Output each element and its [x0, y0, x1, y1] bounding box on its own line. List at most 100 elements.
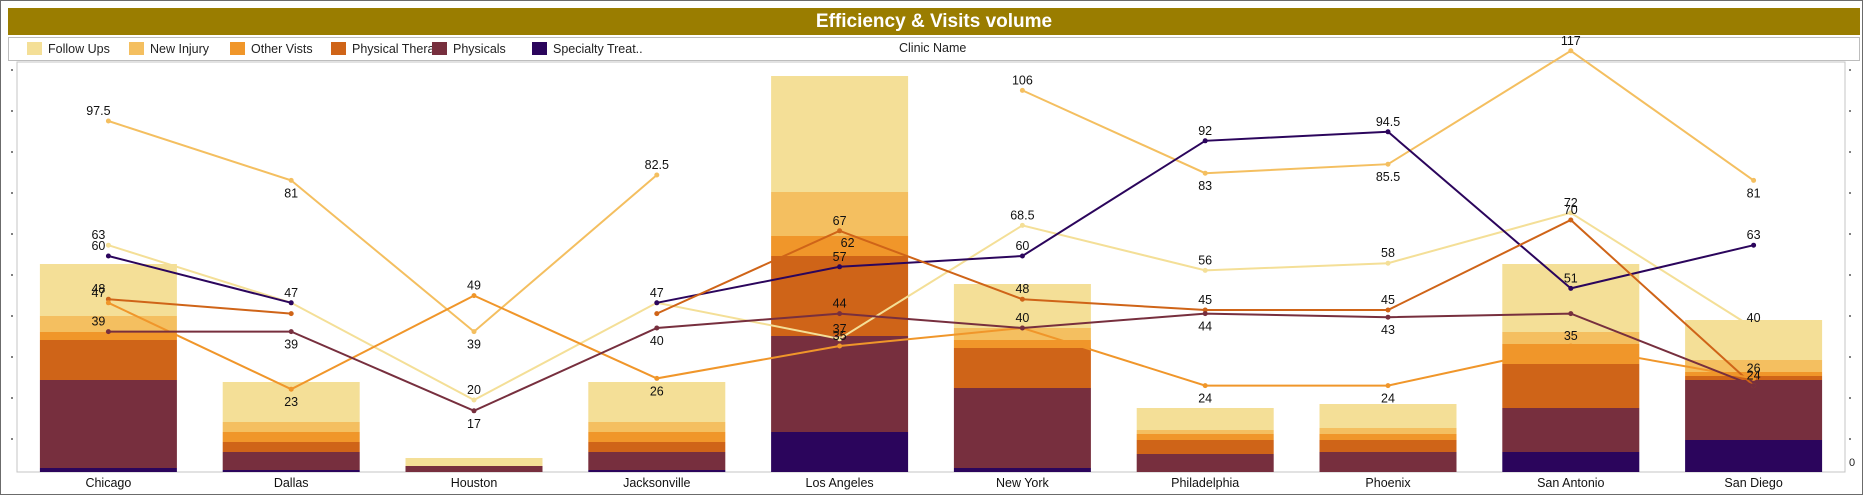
line-point — [1568, 210, 1574, 216]
line-point — [1019, 296, 1025, 302]
line-point — [837, 228, 843, 234]
bar-segment — [588, 470, 726, 472]
bar-segment — [953, 284, 1091, 328]
legend-swatch — [129, 42, 144, 55]
x-axis-title: Clinic Name — [899, 41, 967, 55]
legend-label: New Injury — [150, 42, 210, 56]
data-label: 48 — [1015, 282, 1029, 296]
bar-segment — [771, 256, 909, 336]
data-label-layer: 97.5 81 39 82.5 106 83 85.5 117 81 63 47 20 47 37 68.5… — [86, 34, 1760, 431]
data-label: 60 — [91, 239, 105, 253]
bar-segment — [222, 422, 360, 432]
data-label: 24 — [1198, 392, 1212, 406]
data-label: 58 — [1381, 246, 1395, 260]
line-point — [471, 329, 477, 335]
data-label: 48 — [91, 282, 105, 296]
bar-segment — [1685, 360, 1823, 372]
line-point — [1385, 161, 1391, 167]
legend-label: Physicals — [453, 42, 506, 56]
data-label: 81 — [1747, 186, 1761, 200]
line-point — [1751, 325, 1757, 331]
line-point — [1568, 285, 1574, 291]
data-label: 68.5 — [1010, 208, 1034, 222]
data-label: 23 — [284, 395, 298, 409]
line-point — [1202, 138, 1208, 144]
line-point — [1751, 383, 1757, 389]
line-point — [1202, 311, 1208, 317]
data-label: 45 — [1198, 293, 1212, 307]
line-point — [1019, 87, 1025, 93]
line-layer — [105, 48, 1757, 414]
legend-item-physical-therapy[interactable]: Physical Thera.. — [331, 42, 441, 58]
data-label: 117 — [1561, 34, 1581, 48]
data-label: 35 — [1564, 329, 1578, 343]
line-point — [105, 300, 111, 306]
line-point — [1568, 343, 1574, 349]
data-label: 39 — [284, 338, 298, 352]
data-label: 63 — [91, 228, 105, 242]
data-label: 40 — [650, 334, 664, 348]
data-label: 24 — [1381, 392, 1395, 406]
bar-segment — [1319, 428, 1457, 434]
line-point — [1385, 307, 1391, 313]
line-point — [471, 293, 477, 299]
bar-segment — [1685, 380, 1823, 440]
bar-segment — [1502, 264, 1640, 332]
legend-item-follow-ups[interactable]: Follow Ups — [27, 42, 110, 58]
bar-segment — [953, 468, 1091, 472]
bar-segment — [588, 452, 726, 470]
legend-swatch — [432, 42, 447, 55]
bar-segment — [771, 76, 909, 192]
line-point — [1568, 311, 1574, 317]
line-point — [1751, 375, 1757, 381]
data-label: 106 — [1012, 73, 1033, 87]
bar-segment — [588, 422, 726, 432]
legend-swatch — [331, 42, 346, 55]
line-point — [837, 343, 843, 349]
data-label: 39 — [91, 315, 105, 329]
line-point — [288, 329, 294, 335]
line-point — [1385, 129, 1391, 135]
data-label: 26 — [650, 384, 664, 398]
series-line — [108, 312, 1754, 412]
data-label: 97.5 — [86, 104, 110, 118]
data-label: 37 — [833, 322, 847, 336]
right-axis-zero-label: 0 — [1849, 457, 1855, 469]
data-label: 47 — [650, 286, 664, 300]
legend-item-specialty-treatment[interactable]: Specialty Treat.. — [532, 42, 643, 58]
bar-segment — [1136, 430, 1274, 434]
line-point — [1202, 267, 1208, 273]
data-label: 67 — [833, 214, 847, 228]
legend-label: Other Vists — [251, 42, 313, 56]
line-point — [1751, 242, 1757, 248]
bar-segment — [1319, 404, 1457, 428]
legend-swatch — [230, 42, 245, 55]
data-label: 62 — [841, 236, 855, 250]
data-label: 17 — [467, 417, 481, 431]
data-label: 72 — [1564, 196, 1578, 210]
line-point — [288, 386, 294, 392]
data-label: 57 — [833, 250, 847, 264]
data-label: 26 — [1747, 361, 1761, 375]
data-label: 83 — [1198, 179, 1212, 193]
bar-segment — [1136, 454, 1274, 472]
x-tick-label: Houston — [451, 476, 498, 490]
line-point — [837, 336, 843, 342]
legend-item-physicals[interactable]: Physicals — [432, 42, 506, 58]
bar-segment — [1136, 434, 1274, 440]
bar-segment — [771, 432, 909, 472]
bar-segment — [771, 236, 909, 256]
plot-area-border — [16, 61, 1846, 473]
bar-segment — [222, 442, 360, 452]
data-label: 47 — [91, 286, 105, 300]
line-point — [1019, 325, 1025, 331]
x-tick-label: Philadelphia — [1171, 476, 1239, 490]
bar-segment — [1502, 408, 1640, 452]
legend-item-other-vists[interactable]: Other Vists — [230, 42, 313, 58]
legend-item-new-injury[interactable]: New Injury — [129, 42, 209, 58]
bar-segment — [588, 442, 726, 452]
data-label: 40 — [1747, 311, 1761, 325]
line-point — [1202, 170, 1208, 176]
